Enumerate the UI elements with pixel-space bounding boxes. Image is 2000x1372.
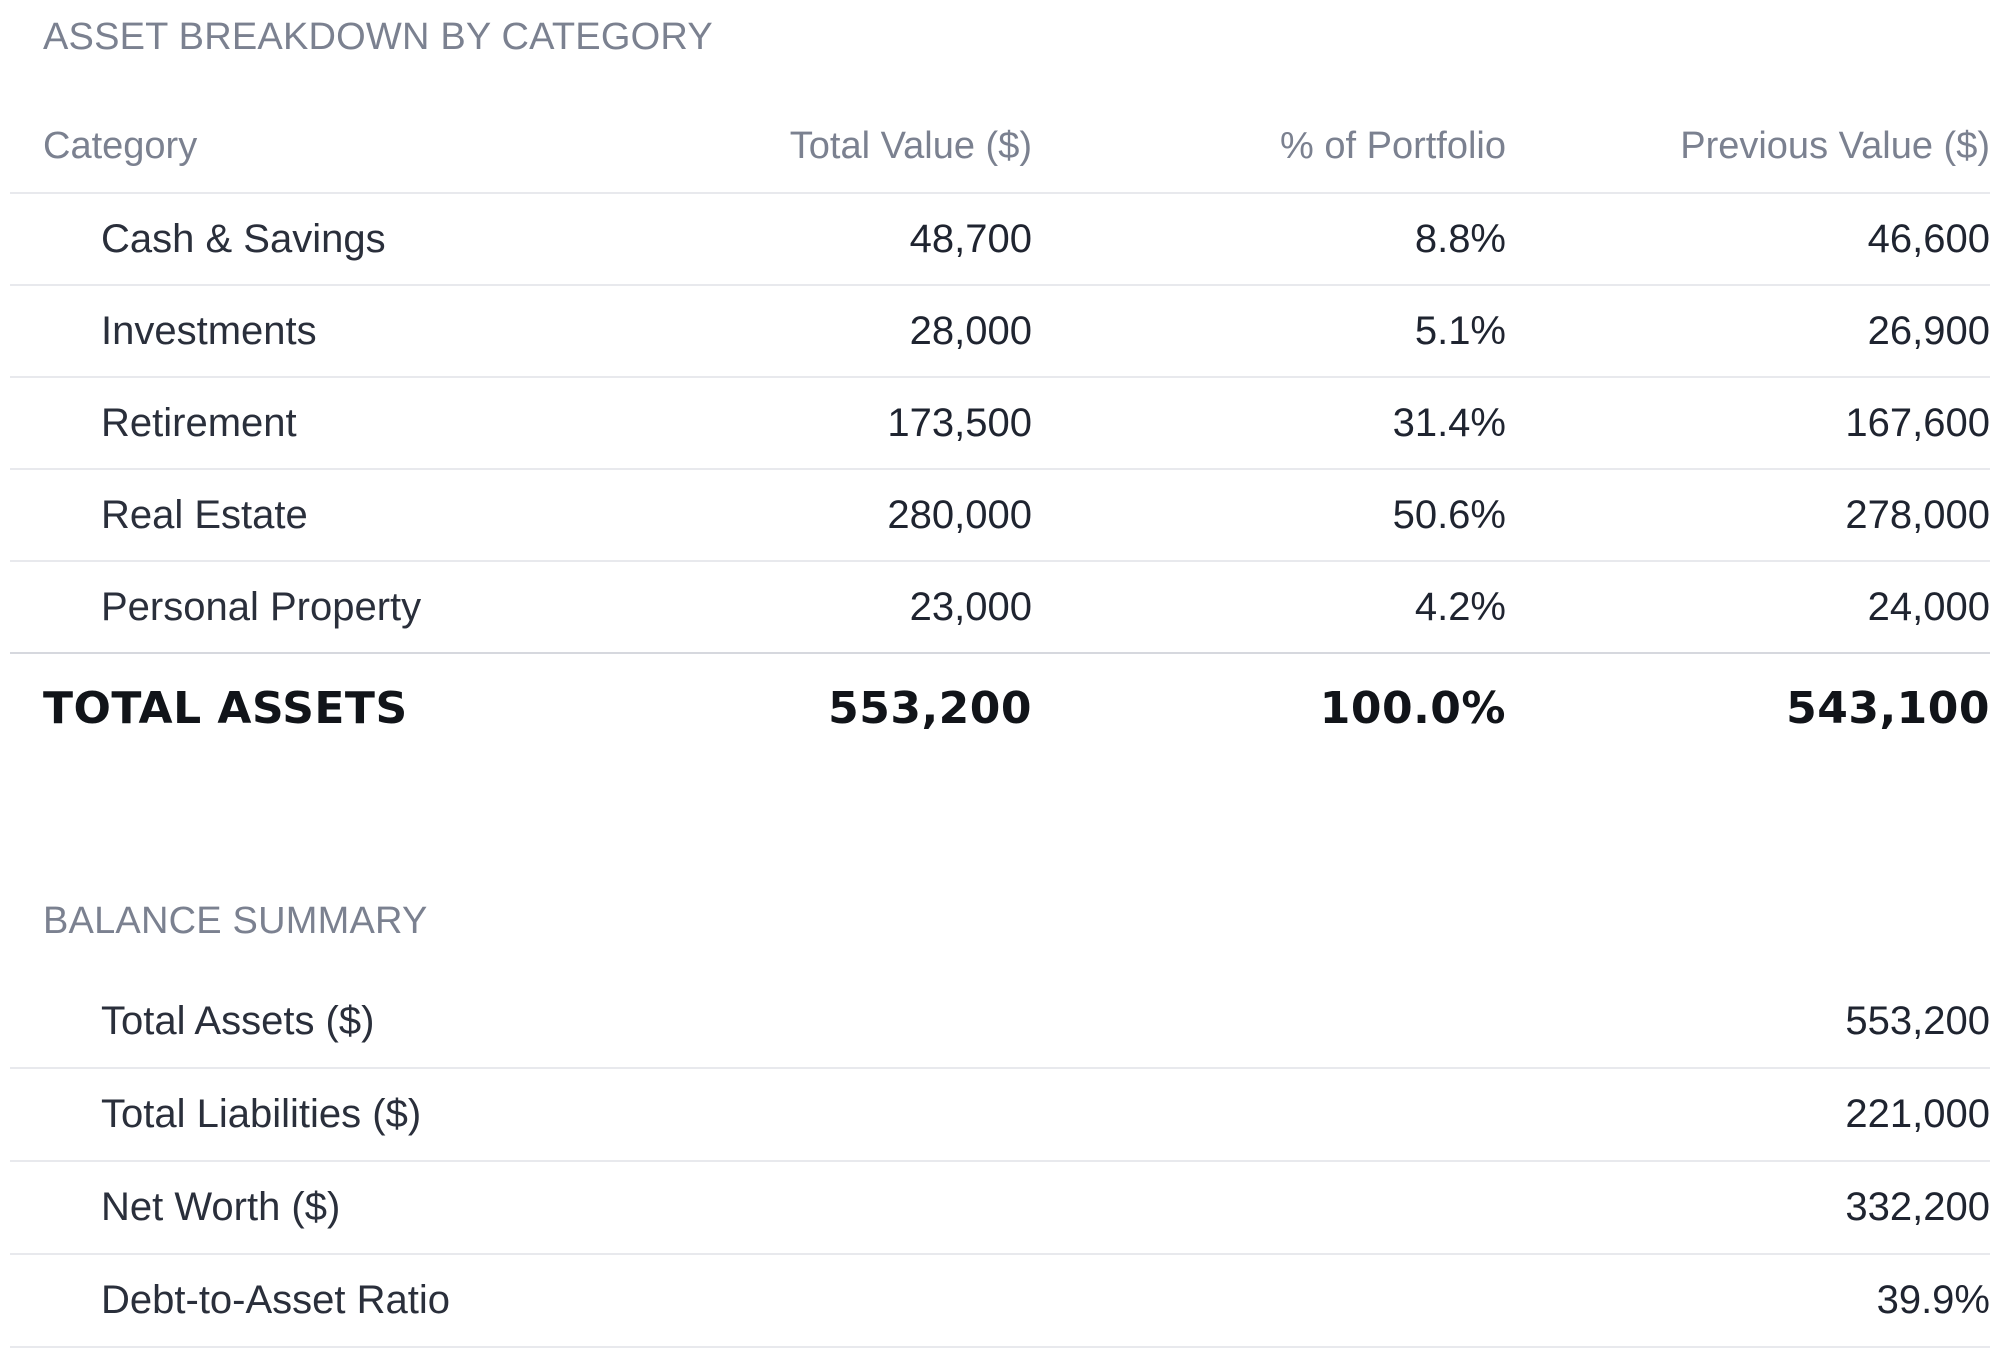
summary-label: Net Worth ($) — [101, 1185, 341, 1229]
category-cell: Retirement — [101, 401, 297, 445]
pct-portfolio-cell: 5.1% — [1414, 309, 1506, 353]
category-cell: Cash & Savings — [101, 217, 386, 261]
summary-label: Debt-to-Asset Ratio — [101, 1278, 451, 1322]
column-header-previous-value: Previous Value ($) — [1680, 125, 1990, 167]
table-row: Retirement 173,500 31.4% 167,600 — [10, 378, 1990, 470]
pct-portfolio-cell: 31.4% — [1392, 401, 1506, 445]
column-header-pct-portfolio: % of Portfolio — [1280, 125, 1506, 167]
table-row: Debt-to-Asset Ratio 39.9% — [10, 1255, 1990, 1348]
summary-value: 553,200 — [1845, 999, 1990, 1043]
total-assets-previous-value: 543,100 — [1786, 683, 1990, 734]
asset-breakdown-table: Category Total Value ($) % of Portfolio … — [10, 104, 1990, 762]
summary-label: Total Assets ($) — [101, 999, 375, 1043]
table-row: Real Estate 280,000 50.6% 278,000 — [10, 470, 1990, 562]
table-row: Total Liabilities ($) 221,000 — [10, 1069, 1990, 1162]
summary-value: 39.9% — [1876, 1278, 1990, 1322]
category-cell: Personal Property — [101, 585, 422, 629]
pct-portfolio-cell: 4.2% — [1414, 585, 1506, 629]
column-header-total-value: Total Value ($) — [789, 125, 1032, 167]
previous-value-cell: 46,600 — [1867, 217, 1990, 261]
previous-value-cell: 24,000 — [1867, 585, 1990, 629]
table-row: Net Worth ($) 332,200 — [10, 1162, 1990, 1255]
total-value-cell: 28,000 — [909, 309, 1032, 353]
asset-breakdown-title: ASSET BREAKDOWN BY CATEGORY — [43, 16, 713, 58]
table-header-row: Category Total Value ($) % of Portfolio … — [10, 104, 1990, 194]
balance-summary-table: Total Assets ($) 553,200 Total Liabiliti… — [10, 976, 1990, 1348]
category-cell: Real Estate — [101, 493, 308, 537]
total-value-cell: 173,500 — [887, 401, 1032, 445]
summary-value: 332,200 — [1845, 1185, 1990, 1229]
pct-portfolio-cell: 8.8% — [1414, 217, 1506, 261]
category-cell: Investments — [101, 309, 317, 353]
summary-value: 221,000 — [1845, 1092, 1990, 1136]
summary-label: Total Liabilities ($) — [101, 1092, 422, 1136]
total-assets-label: TOTAL ASSETS — [43, 683, 408, 734]
total-assets-row: TOTAL ASSETS 553,200 100.0% 543,100 — [10, 652, 1990, 762]
pct-portfolio-cell: 50.6% — [1392, 493, 1506, 537]
total-value-cell: 48,700 — [909, 217, 1032, 261]
total-value-cell: 280,000 — [887, 493, 1032, 537]
table-row: Personal Property 23,000 4.2% 24,000 — [10, 562, 1990, 654]
previous-value-cell: 278,000 — [1845, 493, 1990, 537]
balance-summary-title: BALANCE SUMMARY — [43, 900, 428, 942]
table-row: Total Assets ($) 553,200 — [10, 976, 1990, 1069]
previous-value-cell: 167,600 — [1845, 401, 1990, 445]
table-row: Investments 28,000 5.1% 26,900 — [10, 286, 1990, 378]
previous-value-cell: 26,900 — [1867, 309, 1990, 353]
total-assets-pct: 100.0% — [1319, 683, 1506, 734]
column-header-category: Category — [43, 125, 198, 167]
table-row: Cash & Savings 48,700 8.8% 46,600 — [10, 194, 1990, 286]
total-assets-value: 553,200 — [828, 683, 1032, 734]
total-value-cell: 23,000 — [909, 585, 1032, 629]
